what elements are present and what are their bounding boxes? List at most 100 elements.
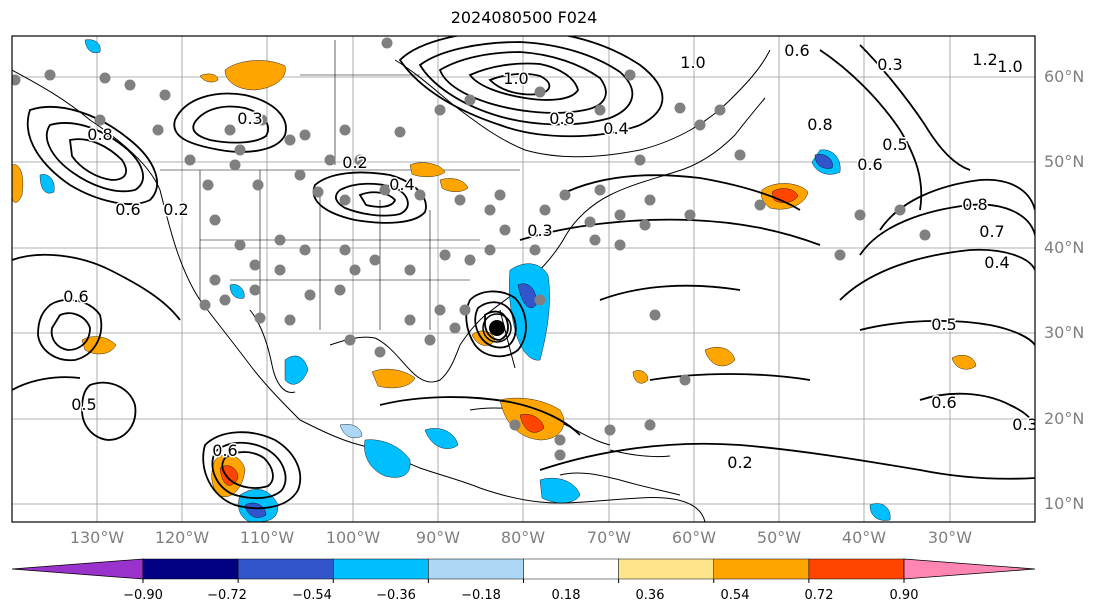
contour-label: 1.2 bbox=[972, 50, 997, 69]
station-dot bbox=[252, 179, 264, 191]
lat-label-20n: 20°N bbox=[1044, 409, 1085, 428]
contour-label: 0.6 bbox=[63, 287, 88, 306]
station-dot bbox=[209, 214, 221, 226]
station-dot bbox=[684, 209, 696, 221]
colorbar-extend-low bbox=[11, 558, 144, 580]
station-dot bbox=[674, 102, 686, 114]
contour-label: 0.6 bbox=[931, 393, 956, 412]
station-dot bbox=[509, 419, 521, 431]
station-dot bbox=[249, 259, 261, 271]
colorbar-tick-label: −0.72 bbox=[207, 588, 247, 603]
contour-label: 0.3 bbox=[1012, 415, 1037, 434]
colorbar-tick-label: −0.18 bbox=[461, 588, 501, 603]
station-dot bbox=[224, 124, 236, 136]
station-dot bbox=[274, 264, 286, 276]
station-dot bbox=[494, 189, 506, 201]
map-title: 2024080500 F024 bbox=[450, 8, 598, 27]
lon-label-110w: 110°W bbox=[239, 528, 295, 547]
station-dot bbox=[464, 254, 476, 266]
station-dot bbox=[594, 104, 606, 116]
contour-label: 0.4 bbox=[389, 175, 414, 194]
contour-label: 0.2 bbox=[727, 453, 752, 472]
station-dot bbox=[439, 249, 451, 261]
station-dot bbox=[254, 312, 266, 324]
station-dot bbox=[604, 424, 616, 436]
station-dot bbox=[394, 126, 406, 138]
station-dot bbox=[202, 179, 214, 191]
station-dot bbox=[284, 314, 296, 326]
colorbar-tick-label: −0.36 bbox=[376, 588, 416, 603]
lat-label-40n: 40°N bbox=[1044, 238, 1085, 257]
contour-label: 1.0 bbox=[503, 69, 528, 88]
colorbar bbox=[11, 558, 1036, 583]
lon-label-130w: 130°W bbox=[69, 528, 125, 547]
station-dot bbox=[434, 304, 446, 316]
lon-label-40w: 40°W bbox=[841, 528, 887, 547]
colorbar-tick-label: 0.72 bbox=[804, 588, 834, 603]
contour-label: 0.6 bbox=[115, 200, 140, 219]
station-dot bbox=[649, 309, 661, 321]
station-dot bbox=[834, 249, 846, 261]
station-dot bbox=[234, 144, 246, 156]
station-dot bbox=[404, 314, 416, 326]
station-dot bbox=[299, 244, 311, 256]
station-dot bbox=[284, 134, 296, 146]
contour-label: 0.3 bbox=[237, 109, 262, 128]
lat-label-50n: 50°N bbox=[1044, 152, 1085, 171]
colorbar-segment bbox=[523, 558, 619, 580]
colorbar-segment bbox=[237, 558, 334, 580]
station-dot bbox=[614, 239, 626, 251]
station-dot bbox=[539, 204, 551, 216]
contour-label: 0.5 bbox=[882, 135, 907, 154]
station-dot bbox=[199, 299, 211, 311]
station-dot bbox=[184, 154, 196, 166]
station-dot bbox=[694, 119, 706, 131]
station-dot bbox=[679, 374, 691, 386]
station-dot bbox=[256, 114, 268, 126]
station-dot bbox=[534, 294, 546, 306]
colorbar-tick-label: −0.90 bbox=[123, 588, 163, 603]
low-pressure-center bbox=[482, 313, 512, 343]
observation-stations bbox=[12, 37, 931, 461]
station-dot bbox=[894, 204, 906, 216]
colorbar-segment bbox=[713, 558, 810, 580]
lat-label-60n: 60°N bbox=[1044, 67, 1085, 86]
station-dot bbox=[299, 129, 311, 141]
colorbar-extend-high bbox=[903, 558, 1036, 580]
station-dot bbox=[589, 234, 601, 246]
contour-label: 0.4 bbox=[984, 253, 1009, 272]
station-dot bbox=[99, 72, 111, 84]
station-dot bbox=[324, 154, 336, 166]
station-dot bbox=[209, 274, 221, 286]
contour-label: 0.5 bbox=[931, 315, 956, 334]
lat-label-30n: 30°N bbox=[1044, 323, 1085, 342]
colorbar-segment bbox=[428, 558, 524, 580]
station-dot bbox=[499, 224, 511, 236]
colorbar-tick-label: 0.18 bbox=[551, 588, 581, 603]
lon-label-90w: 90°W bbox=[415, 528, 461, 547]
station-dot bbox=[94, 114, 106, 126]
contour-label: 0.4 bbox=[603, 119, 628, 138]
colorbar-segment bbox=[618, 558, 714, 580]
contour-label: 0.8 bbox=[87, 125, 112, 144]
station-dot bbox=[554, 434, 566, 446]
station-dot bbox=[354, 154, 366, 166]
station-dot bbox=[152, 124, 164, 136]
colorbar-segment bbox=[333, 558, 429, 580]
contour-label: 0.2 bbox=[163, 200, 188, 219]
station-dot bbox=[274, 234, 286, 246]
contour-label: 0.8 bbox=[549, 109, 574, 128]
contour-label: 1.0 bbox=[997, 57, 1022, 76]
contour-label: 0.6 bbox=[784, 41, 809, 60]
station-dot bbox=[434, 104, 446, 116]
station-dot bbox=[919, 229, 931, 241]
colorbar-segment bbox=[142, 558, 239, 580]
map-frame bbox=[11, 35, 1036, 523]
station-dot bbox=[534, 86, 546, 98]
colorbar-tick-label: −0.54 bbox=[292, 588, 332, 603]
contour-label: 0.6 bbox=[212, 441, 237, 460]
lon-label-60w: 60°W bbox=[671, 528, 717, 547]
contour-label: 0.5 bbox=[71, 395, 96, 414]
lon-label-70w: 70°W bbox=[586, 528, 632, 547]
colorbar-tick-label: 0.54 bbox=[720, 588, 750, 603]
